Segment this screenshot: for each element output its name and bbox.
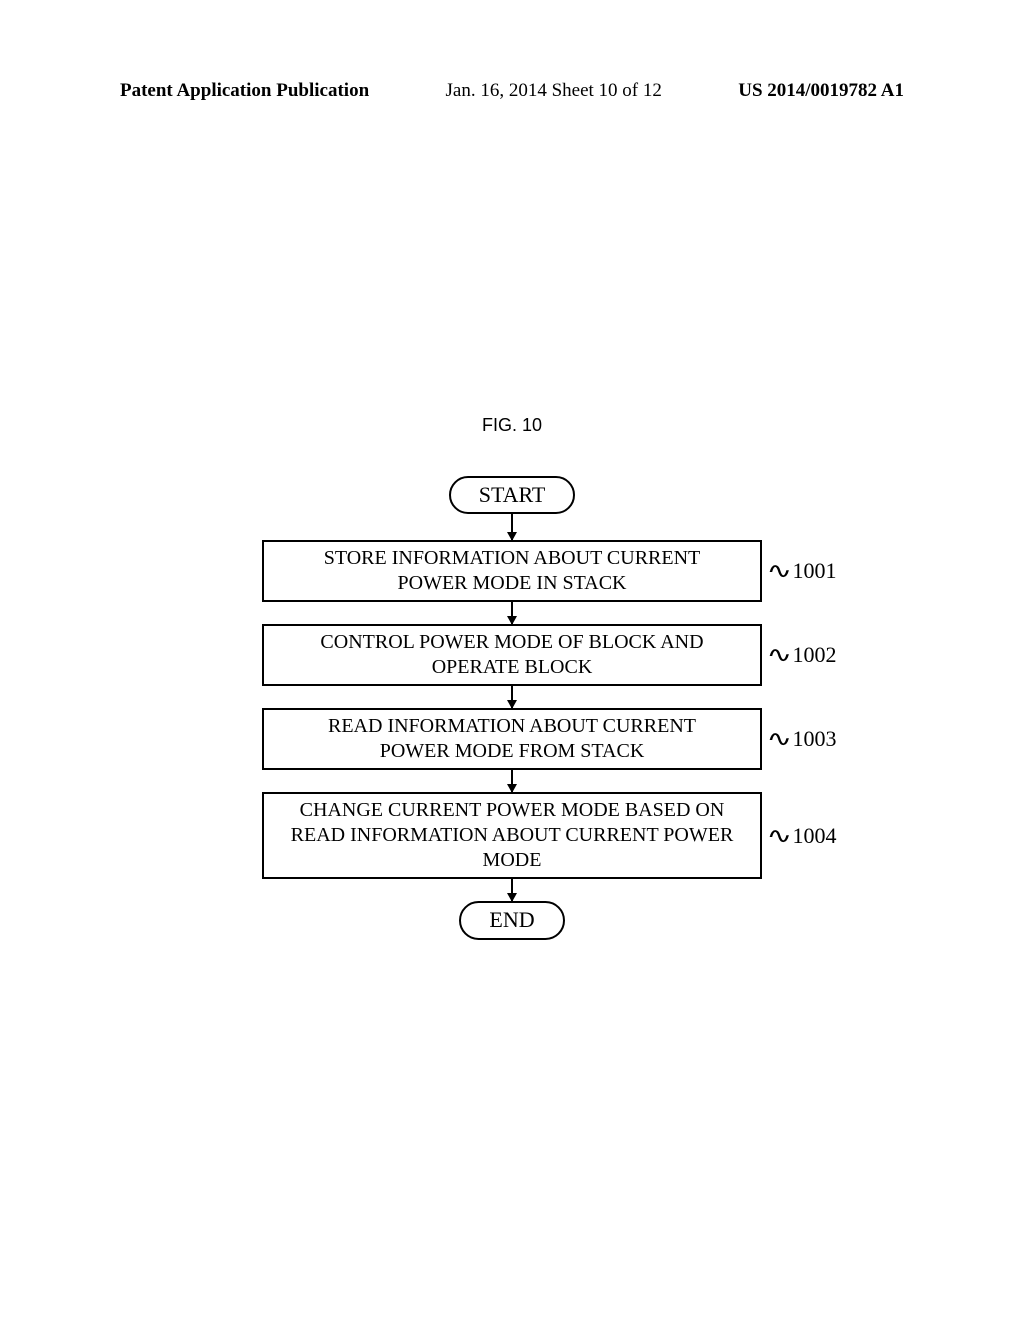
reference-number: 1001 — [792, 558, 836, 584]
curve-icon: ∿ — [766, 558, 792, 584]
header-mid: Jan. 16, 2014 Sheet 10 of 12 — [446, 80, 662, 102]
process-row: CONTROL POWER MODE OF BLOCK AND OPERATE … — [0, 624, 1024, 686]
header-left: Patent Application Publication — [120, 80, 369, 102]
reference-label: ∿ 1003 — [762, 726, 836, 752]
curve-icon: ∿ — [766, 823, 792, 849]
process-text: READ INFORMATION ABOUT CURRENT POWER MOD… — [291, 824, 734, 871]
figure-label: FIG. 10 — [0, 415, 1024, 436]
process-text: STORE INFORMATION ABOUT CURRENT — [324, 547, 701, 569]
curve-icon: ∿ — [766, 726, 792, 752]
process-box: STORE INFORMATION ABOUT CURRENT POWER MO… — [262, 540, 762, 602]
start-terminator: START — [449, 476, 576, 514]
reference-label: ∿ 1001 — [762, 558, 836, 584]
figure-area: FIG. 10 START STORE INFORMATION ABOUT CU… — [0, 415, 1024, 940]
header-right: US 2014/0019782 A1 — [738, 80, 904, 102]
reference-number: 1003 — [792, 726, 836, 752]
process-text: OPERATE BLOCK — [432, 656, 593, 678]
process-row: READ INFORMATION ABOUT CURRENT POWER MOD… — [0, 708, 1024, 770]
reference-label: ∿ 1004 — [762, 823, 836, 849]
end-terminator: END — [459, 901, 564, 939]
process-text: CONTROL POWER MODE OF BLOCK AND — [320, 631, 703, 653]
curve-icon: ∿ — [766, 642, 792, 668]
reference-label: ∿ 1002 — [762, 642, 836, 668]
process-row: STORE INFORMATION ABOUT CURRENT POWER MO… — [0, 540, 1024, 602]
process-box: CHANGE CURRENT POWER MODE BASED ON READ … — [262, 792, 762, 879]
reference-number: 1002 — [792, 642, 836, 668]
process-box: CONTROL POWER MODE OF BLOCK AND OPERATE … — [262, 624, 762, 686]
arrow-icon — [511, 514, 513, 540]
flowchart: START STORE INFORMATION ABOUT CURRENT PO… — [0, 476, 1024, 940]
process-text: CHANGE CURRENT POWER MODE BASED ON — [300, 799, 725, 821]
arrow-icon — [511, 602, 513, 624]
process-text: READ INFORMATION ABOUT CURRENT — [328, 715, 696, 737]
arrow-icon — [511, 686, 513, 708]
process-row: CHANGE CURRENT POWER MODE BASED ON READ … — [0, 792, 1024, 879]
page-header: Patent Application Publication Jan. 16, … — [0, 80, 1024, 102]
arrow-icon — [511, 879, 513, 901]
reference-number: 1004 — [792, 823, 836, 849]
arrow-icon — [511, 770, 513, 792]
process-text: POWER MODE IN STACK — [398, 572, 627, 594]
process-text: POWER MODE FROM STACK — [380, 740, 645, 762]
process-box: READ INFORMATION ABOUT CURRENT POWER MOD… — [262, 708, 762, 770]
